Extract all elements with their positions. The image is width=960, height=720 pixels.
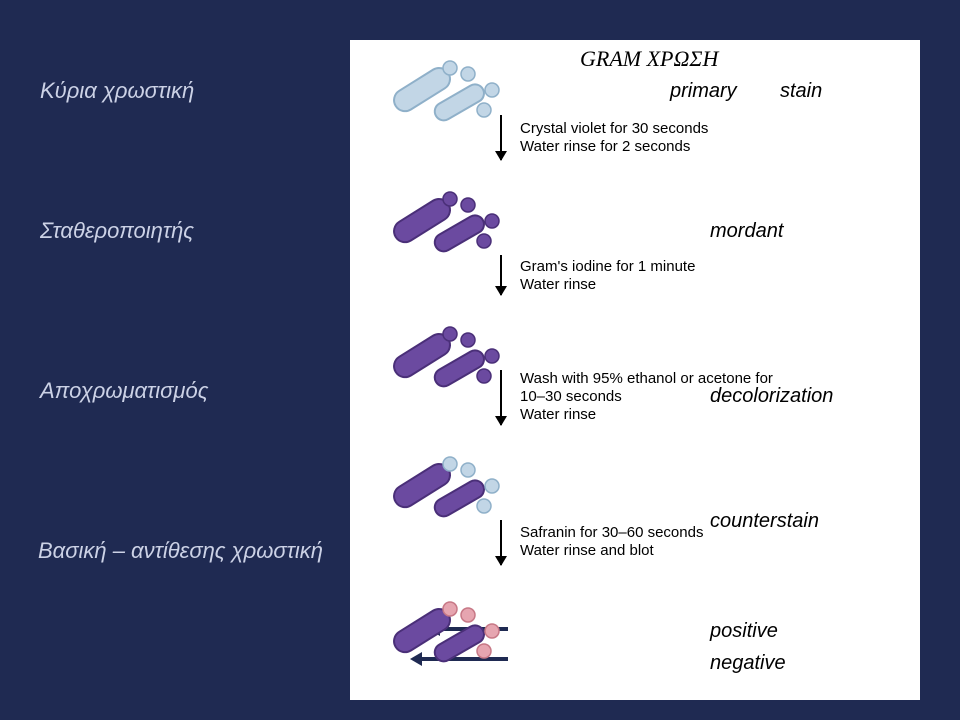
step4-line1: Safranin for 30–60 seconds <box>520 524 703 541</box>
step-text-4: Safranin for 30–60 seconds Water rinse a… <box>520 524 703 560</box>
greek-label-decolor: Αποχρωματισμός <box>40 378 208 404</box>
cells-stage-2 <box>380 185 510 263</box>
greek-label-mordant: Σταθεροποιητής <box>40 218 194 244</box>
step-text-2: Gram's iodine for 1 minute Water rinse <box>520 258 695 294</box>
step-text-3: Wash with 95% ethanol or acetone for 10–… <box>520 370 773 424</box>
cells-stage-4 <box>380 450 510 528</box>
step2-line1: Gram's iodine for 1 minute <box>520 258 695 275</box>
label-counterstain: counterstain <box>710 510 819 533</box>
cells-stage-3 <box>380 320 510 398</box>
label-positive: positive <box>710 620 778 643</box>
greek-label-primary: Κύρια χρωστική <box>40 78 194 104</box>
label-mordant: mordant <box>710 220 783 243</box>
label-primary: primary <box>670 80 737 103</box>
label-negative: negative <box>710 652 786 675</box>
greek-label-counter: Βασική – αντίθεσης χρωστική <box>38 538 323 564</box>
diagram-title: GRAM ΧΡΩΣΗ <box>580 46 718 72</box>
step4-line2: Water rinse and blot <box>520 542 654 559</box>
step1-line2: Water rinse for 2 seconds <box>520 138 690 155</box>
step3-line3: Water rinse <box>520 406 596 423</box>
diagram-panel: GRAM ΧΡΩΣΗ primary stain mordant decolor… <box>350 40 920 700</box>
cells-stage-1 <box>380 54 510 132</box>
step2-line2: Water rinse <box>520 276 596 293</box>
step1-line1: Crystal violet for 30 seconds <box>520 120 708 137</box>
label-stain: stain <box>780 80 822 103</box>
step3-line2: 10–30 seconds <box>520 388 622 405</box>
step3-line1: Wash with 95% ethanol or acetone for <box>520 370 773 387</box>
cells-stage-5 <box>380 595 510 673</box>
step-text-1: Crystal violet for 30 seconds Water rins… <box>520 120 708 156</box>
